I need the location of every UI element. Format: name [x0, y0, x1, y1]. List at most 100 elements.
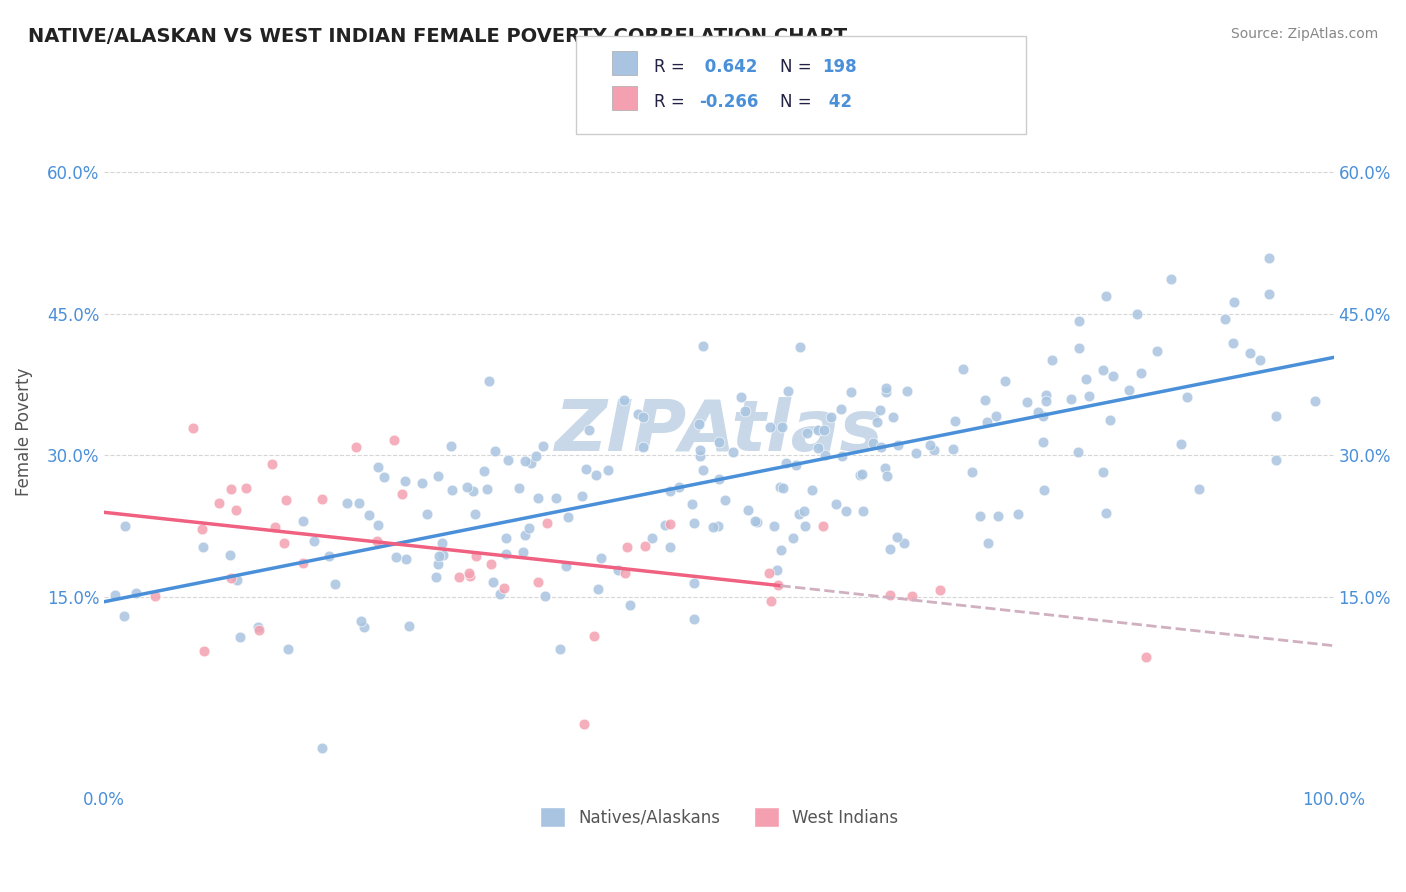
Point: [291, 556, 314, 570]
Point: [103, 588, 125, 602]
Point: [575, 461, 598, 475]
Point: [385, 549, 408, 564]
Point: [219, 482, 242, 496]
Point: [124, 586, 146, 600]
Point: [263, 520, 285, 534]
Point: [627, 407, 650, 421]
Point: [770, 420, 793, 434]
Point: [366, 533, 388, 548]
Point: [683, 576, 706, 591]
Point: [494, 581, 516, 595]
Point: [1213, 312, 1236, 326]
Point: [1060, 392, 1083, 406]
Point: [785, 458, 807, 472]
Point: [496, 453, 519, 467]
Point: [692, 339, 714, 353]
Point: [875, 381, 897, 395]
Point: [464, 508, 486, 522]
Point: [866, 416, 889, 430]
Point: [1170, 437, 1192, 451]
Point: [769, 543, 792, 558]
Point: [813, 519, 835, 533]
Point: [427, 558, 450, 572]
Point: [942, 442, 965, 457]
Point: [869, 440, 891, 454]
Point: [548, 642, 571, 657]
Point: [876, 468, 898, 483]
Point: [247, 620, 270, 634]
Point: [1130, 366, 1153, 380]
Point: [456, 480, 478, 494]
Point: [143, 590, 166, 604]
Point: [852, 504, 875, 518]
Point: [472, 464, 495, 478]
Point: [391, 486, 413, 500]
Point: [882, 409, 904, 424]
Text: NATIVE/ALASKAN VS WEST INDIAN FEMALE POVERTY CORRELATION CHART: NATIVE/ALASKAN VS WEST INDIAN FEMALE POV…: [28, 27, 848, 45]
Point: [260, 457, 283, 471]
Point: [918, 437, 941, 451]
Point: [960, 466, 983, 480]
Point: [323, 577, 346, 591]
Point: [1067, 341, 1090, 355]
Point: [517, 521, 540, 535]
Point: [1032, 483, 1054, 497]
Point: [682, 516, 704, 530]
Point: [596, 463, 619, 477]
Point: [1264, 409, 1286, 423]
Text: R =: R =: [654, 94, 690, 112]
Point: [631, 409, 654, 424]
Point: [461, 483, 484, 498]
Point: [1118, 384, 1140, 398]
Point: [1074, 372, 1097, 386]
Point: [114, 519, 136, 533]
Point: [1239, 345, 1261, 359]
Point: [527, 574, 550, 589]
Text: -0.266: -0.266: [699, 94, 758, 112]
Point: [806, 423, 828, 437]
Point: [730, 390, 752, 404]
Point: [869, 402, 891, 417]
Point: [440, 483, 463, 497]
Point: [425, 570, 447, 584]
Point: [830, 402, 852, 417]
Point: [440, 439, 463, 453]
Point: [508, 481, 530, 495]
Point: [793, 504, 815, 518]
Point: [512, 545, 534, 559]
Point: [357, 508, 380, 522]
Point: [373, 470, 395, 484]
Point: [190, 522, 212, 536]
Point: [619, 598, 641, 612]
Point: [893, 536, 915, 550]
Point: [311, 740, 333, 755]
Point: [219, 571, 242, 585]
Point: [219, 548, 242, 562]
Point: [1264, 452, 1286, 467]
Point: [1188, 482, 1211, 496]
Point: [347, 496, 370, 510]
Point: [922, 442, 945, 457]
Point: [1026, 405, 1049, 419]
Point: [515, 528, 537, 542]
Point: [707, 434, 730, 449]
Point: [411, 475, 433, 490]
Point: [616, 541, 638, 555]
Point: [745, 515, 768, 529]
Point: [229, 630, 252, 644]
Point: [658, 483, 681, 498]
Point: [776, 384, 799, 399]
Text: Source: ZipAtlas.com: Source: ZipAtlas.com: [1230, 27, 1378, 41]
Point: [1098, 413, 1121, 427]
Point: [193, 644, 215, 658]
Point: [835, 503, 858, 517]
Point: [887, 438, 910, 452]
Point: [707, 472, 730, 486]
Point: [557, 509, 579, 524]
Point: [1222, 295, 1244, 310]
Point: [273, 535, 295, 549]
Point: [304, 534, 326, 549]
Point: [689, 450, 711, 464]
Point: [614, 566, 637, 580]
Y-axis label: Female Poverty: Female Poverty: [15, 368, 32, 496]
